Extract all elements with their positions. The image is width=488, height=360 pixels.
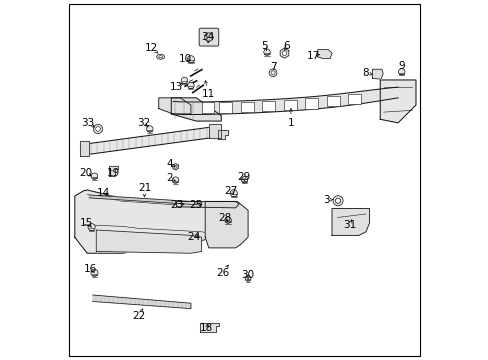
Bar [262,101,275,111]
Polygon shape [172,163,178,170]
Circle shape [91,269,98,276]
Circle shape [244,276,250,281]
Circle shape [270,71,274,75]
Bar [305,98,317,109]
Polygon shape [200,323,219,332]
Circle shape [146,126,153,132]
Text: 25: 25 [189,200,203,210]
Polygon shape [80,141,89,156]
Circle shape [96,127,100,131]
Text: 21: 21 [138,183,151,193]
Polygon shape [205,202,247,248]
Bar [201,103,214,113]
Polygon shape [171,98,221,121]
Text: 31: 31 [343,220,356,230]
Text: 15: 15 [80,218,93,228]
Polygon shape [208,123,221,138]
Circle shape [88,224,95,231]
Ellipse shape [156,54,164,59]
Polygon shape [96,230,201,253]
Text: 11: 11 [202,89,215,99]
Text: 12: 12 [145,43,158,53]
Text: 3: 3 [323,195,329,204]
Circle shape [335,198,340,203]
Polygon shape [159,98,190,114]
Text: 16: 16 [83,264,97,274]
Text: 26: 26 [216,268,229,278]
Text: 17: 17 [306,51,320,61]
Text: 19: 19 [106,168,120,178]
Text: 6: 6 [283,41,289,51]
Circle shape [398,69,404,75]
Polygon shape [317,50,331,59]
Circle shape [181,77,187,84]
Bar [241,102,253,112]
Circle shape [263,49,270,55]
Bar [326,96,339,107]
Polygon shape [372,69,382,79]
Circle shape [187,82,194,89]
Text: 30: 30 [241,270,254,280]
Circle shape [93,124,102,134]
Polygon shape [331,208,369,235]
Text: 14: 14 [97,188,110,198]
Circle shape [332,196,343,206]
Text: 24: 24 [186,232,200,242]
Text: 18: 18 [199,323,212,333]
Circle shape [224,217,231,223]
Text: 23: 23 [170,200,183,210]
Polygon shape [93,295,190,309]
Text: 10: 10 [179,54,192,64]
Text: 27: 27 [224,186,237,196]
Polygon shape [75,190,231,253]
Circle shape [172,177,179,183]
Polygon shape [280,48,288,58]
Text: 8: 8 [362,68,368,78]
Polygon shape [217,130,228,139]
Polygon shape [176,202,239,208]
Text: 29: 29 [237,172,250,182]
Text: 28: 28 [218,212,231,222]
FancyBboxPatch shape [199,28,218,46]
Polygon shape [108,166,118,176]
Text: 5: 5 [260,41,267,51]
Text: 22: 22 [132,311,145,321]
Text: 7: 7 [269,63,276,72]
Circle shape [174,165,177,168]
Polygon shape [83,126,216,155]
Circle shape [91,173,98,179]
Circle shape [335,198,340,203]
Text: 9: 9 [398,61,404,71]
Bar [347,94,360,104]
Text: 1: 1 [287,118,294,128]
Text: 33: 33 [81,118,95,128]
Bar [283,100,296,110]
Text: 20: 20 [79,168,92,178]
Text: 4: 4 [166,159,172,169]
Circle shape [268,69,276,77]
Polygon shape [173,87,397,114]
Text: 2: 2 [166,173,172,183]
Polygon shape [380,80,415,123]
Circle shape [204,33,213,41]
Circle shape [187,56,194,63]
Bar [219,103,232,113]
Text: 13: 13 [170,82,183,92]
Text: 34: 34 [201,32,214,42]
Ellipse shape [159,56,162,58]
Circle shape [282,51,286,55]
Polygon shape [89,195,201,205]
Text: 32: 32 [137,118,150,128]
Circle shape [230,190,237,197]
Circle shape [241,176,247,183]
